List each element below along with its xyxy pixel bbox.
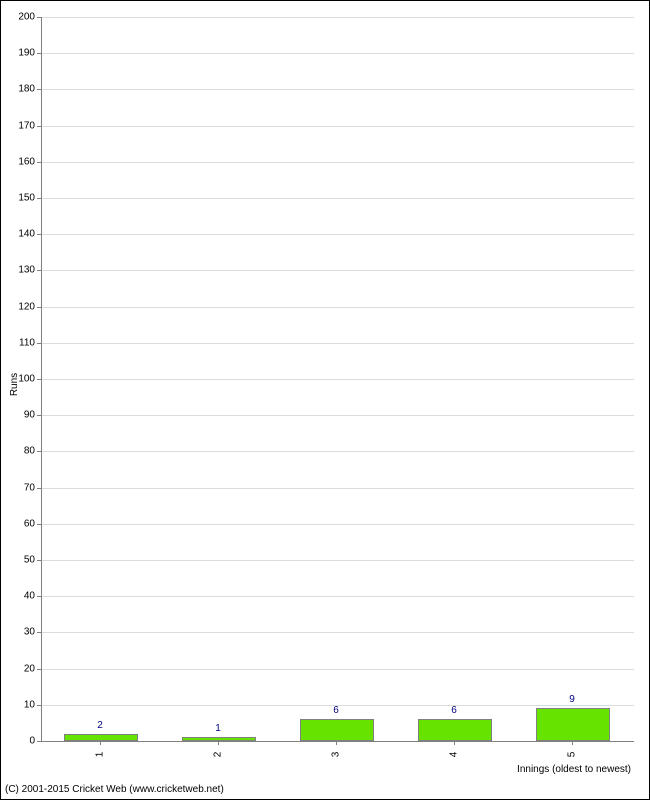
- y-tick-label: 70: [5, 482, 35, 493]
- y-tick-label: 130: [5, 265, 35, 276]
- grid-line: [42, 596, 634, 597]
- plot-area: [41, 17, 634, 742]
- grid-line: [42, 343, 634, 344]
- y-tick-mark: [37, 126, 41, 127]
- y-tick-label: 60: [5, 518, 35, 529]
- y-tick-mark: [37, 53, 41, 54]
- y-tick-mark: [37, 415, 41, 416]
- y-tick-mark: [37, 705, 41, 706]
- y-tick-label: 0: [5, 736, 35, 747]
- y-tick-label: 160: [5, 156, 35, 167]
- y-tick-label: 80: [5, 446, 35, 457]
- bar: [536, 708, 610, 741]
- grid-line: [42, 17, 634, 18]
- y-tick-label: 90: [5, 410, 35, 421]
- bar-value-label: 1: [215, 723, 221, 734]
- grid-line: [42, 89, 634, 90]
- y-tick-mark: [37, 632, 41, 633]
- grid-line: [42, 53, 634, 54]
- x-tick-label: 4: [449, 745, 460, 765]
- x-tick-label: 2: [213, 745, 224, 765]
- grid-line: [42, 234, 634, 235]
- y-tick-mark: [37, 560, 41, 561]
- y-tick-mark: [37, 89, 41, 90]
- bar: [182, 737, 256, 741]
- y-tick-mark: [37, 379, 41, 380]
- y-tick-label: 190: [5, 48, 35, 59]
- bar-value-label: 6: [333, 705, 339, 716]
- grid-line: [42, 162, 634, 163]
- y-tick-label: 40: [5, 591, 35, 602]
- bar: [418, 719, 492, 741]
- y-tick-label: 20: [5, 663, 35, 674]
- bar-value-label: 9: [569, 694, 575, 705]
- x-tick-label: 1: [95, 745, 106, 765]
- y-tick-label: 200: [5, 12, 35, 23]
- y-tick-mark: [37, 669, 41, 670]
- bar: [300, 719, 374, 741]
- y-tick-mark: [37, 741, 41, 742]
- y-tick-label: 120: [5, 301, 35, 312]
- y-tick-mark: [37, 198, 41, 199]
- bar-value-label: 6: [451, 705, 457, 716]
- x-tick-label: 3: [331, 745, 342, 765]
- grid-line: [42, 632, 634, 633]
- grid-line: [42, 379, 634, 380]
- grid-line: [42, 524, 634, 525]
- y-tick-mark: [37, 17, 41, 18]
- y-tick-mark: [37, 162, 41, 163]
- grid-line: [42, 126, 634, 127]
- y-tick-label: 30: [5, 627, 35, 638]
- y-tick-label: 140: [5, 229, 35, 240]
- grid-line: [42, 488, 634, 489]
- grid-line: [42, 560, 634, 561]
- grid-line: [42, 270, 634, 271]
- y-tick-label: 170: [5, 120, 35, 131]
- bar-value-label: 2: [97, 720, 103, 731]
- grid-line: [42, 451, 634, 452]
- y-tick-label: 50: [5, 555, 35, 566]
- chart-container: Runs Innings (oldest to newest) (C) 2001…: [0, 0, 650, 800]
- grid-line: [42, 198, 634, 199]
- y-tick-label: 110: [5, 337, 35, 348]
- y-tick-mark: [37, 234, 41, 235]
- y-tick-label: 180: [5, 84, 35, 95]
- grid-line: [42, 415, 634, 416]
- y-tick-mark: [37, 307, 41, 308]
- y-tick-label: 10: [5, 699, 35, 710]
- grid-line: [42, 669, 634, 670]
- bar: [64, 734, 138, 741]
- y-tick-mark: [37, 488, 41, 489]
- x-tick-label: 5: [567, 745, 578, 765]
- y-tick-label: 100: [5, 374, 35, 385]
- copyright-text: (C) 2001-2015 Cricket Web (www.cricketwe…: [5, 784, 224, 795]
- y-tick-mark: [37, 270, 41, 271]
- y-tick-mark: [37, 343, 41, 344]
- y-tick-mark: [37, 524, 41, 525]
- x-axis-title: Innings (oldest to newest): [517, 764, 631, 775]
- grid-line: [42, 307, 634, 308]
- y-tick-mark: [37, 596, 41, 597]
- y-tick-label: 150: [5, 193, 35, 204]
- y-tick-mark: [37, 451, 41, 452]
